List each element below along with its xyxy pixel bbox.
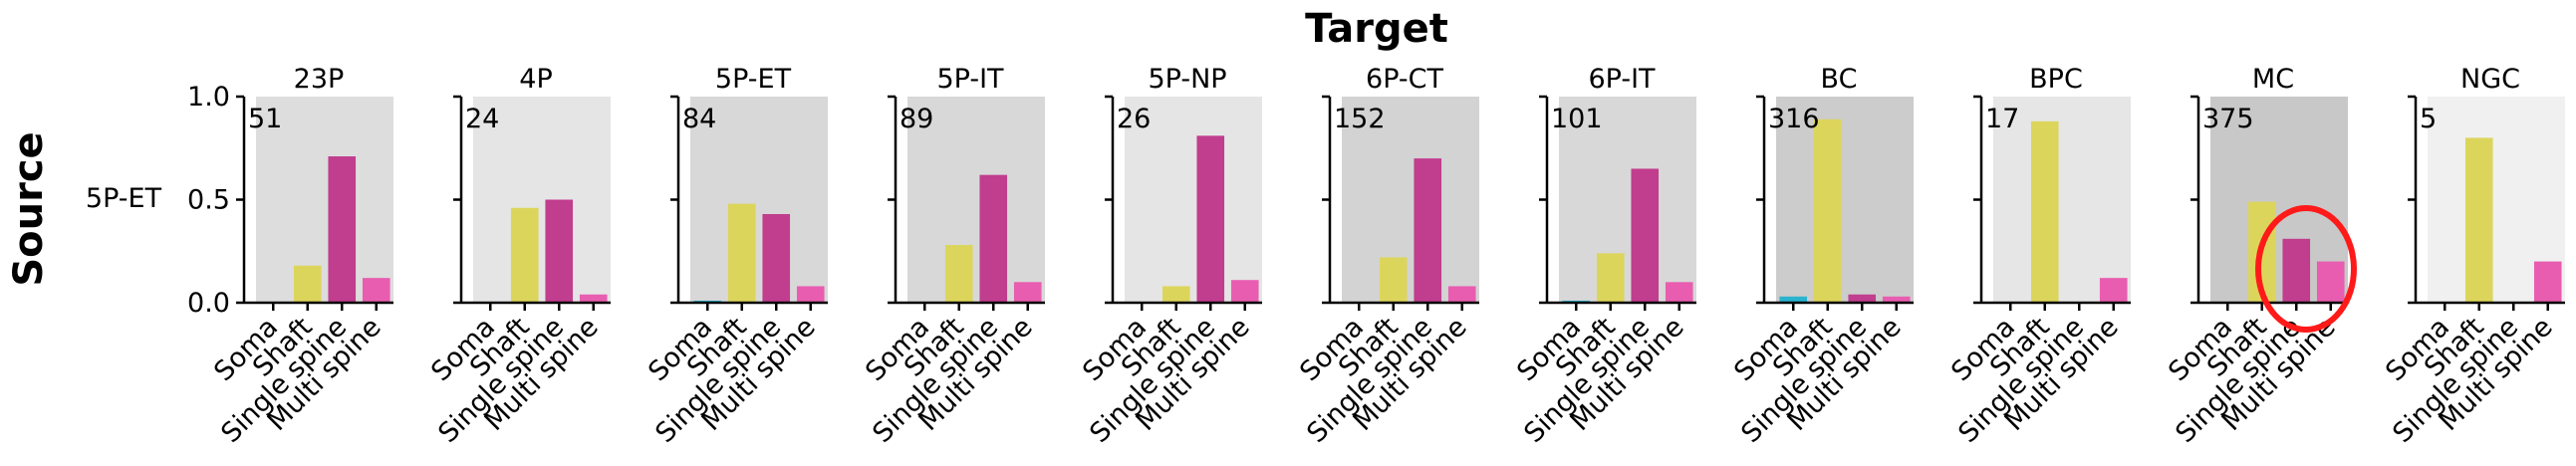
panel-background	[473, 97, 611, 303]
y-tick-label: 0.5	[187, 185, 230, 216]
panel-background	[1993, 97, 2131, 303]
panel-background	[1559, 97, 1696, 303]
bar-single-spine	[2282, 238, 2311, 303]
bar-multi-spine	[1013, 282, 1042, 303]
bar-shaft	[2030, 120, 2059, 303]
bar-shaft	[1161, 286, 1190, 303]
bar-soma	[1779, 296, 1808, 303]
bar-shaft	[944, 245, 973, 303]
panel-title: 5P-NP	[1148, 64, 1226, 95]
bar-multi-spine	[796, 286, 825, 303]
y-tick-label: 0.0	[187, 288, 230, 319]
bar-shaft	[1813, 118, 1842, 304]
panel-title: 23P	[294, 64, 345, 95]
bar-multi-spine	[1230, 280, 1259, 303]
panel-background	[1776, 97, 1914, 303]
bar-multi-spine	[1882, 296, 1911, 303]
bar-shaft	[1596, 253, 1625, 303]
highlight-circle	[2255, 205, 2357, 333]
panel-title: 4P	[519, 64, 552, 95]
panel-title: 6P-CT	[1366, 64, 1443, 95]
panel-background	[1125, 97, 1262, 303]
bar-single-spine	[545, 199, 574, 303]
panel-count: 51	[248, 104, 282, 134]
bar-multi-spine	[362, 278, 390, 303]
panel-count: 316	[1768, 104, 1820, 134]
figure-title: Target	[1305, 6, 1448, 52]
bar-single-spine	[1848, 294, 1877, 303]
panel-title: BPC	[2029, 64, 2083, 95]
panel-background	[1342, 97, 1479, 303]
panel-title: BC	[1821, 64, 1858, 95]
bar-shaft	[727, 203, 756, 303]
bar-multi-spine	[579, 294, 608, 303]
bar-single-spine	[1196, 135, 1225, 303]
bar-multi-spine	[1447, 286, 1476, 303]
bar-shaft	[293, 265, 322, 303]
bar-single-spine	[1414, 158, 1442, 303]
y-tick-label: 1.0	[187, 82, 230, 113]
panel-count: 101	[1551, 104, 1603, 134]
bar-shaft	[2464, 137, 2493, 303]
panel-count: 84	[682, 104, 716, 134]
panel-count: 375	[2202, 104, 2254, 134]
bar-multi-spine	[2316, 261, 2345, 303]
bar-single-spine	[762, 213, 791, 303]
panel-title: NGC	[2460, 64, 2520, 95]
bar-multi-spine	[2533, 261, 2562, 303]
panel-title: 5P-IT	[936, 64, 1004, 95]
panel-title: 5P-ET	[715, 64, 792, 95]
bar-single-spine	[979, 174, 1008, 303]
bar-single-spine	[328, 156, 357, 303]
panel-count: 89	[900, 104, 933, 134]
panel-count: 152	[1334, 104, 1386, 134]
row-label: 5P-ET	[86, 183, 162, 214]
bar-multi-spine	[2099, 278, 2128, 303]
panel-count: 17	[1985, 104, 2019, 134]
panel-count: 24	[465, 104, 499, 134]
panel-count: 26	[1117, 104, 1151, 134]
panel-count: 5	[2420, 104, 2437, 134]
panel-background	[256, 97, 393, 303]
source-label: Source	[6, 131, 52, 286]
bar-shaft	[510, 207, 539, 303]
panel-title: MC	[2252, 64, 2294, 95]
bar-shaft	[1379, 257, 1408, 303]
bar-multi-spine	[1665, 282, 1693, 303]
bar-single-spine	[1631, 168, 1660, 303]
panel-background	[690, 97, 828, 303]
panel-background	[907, 97, 1045, 303]
panel-title: 6P-IT	[1588, 64, 1656, 95]
